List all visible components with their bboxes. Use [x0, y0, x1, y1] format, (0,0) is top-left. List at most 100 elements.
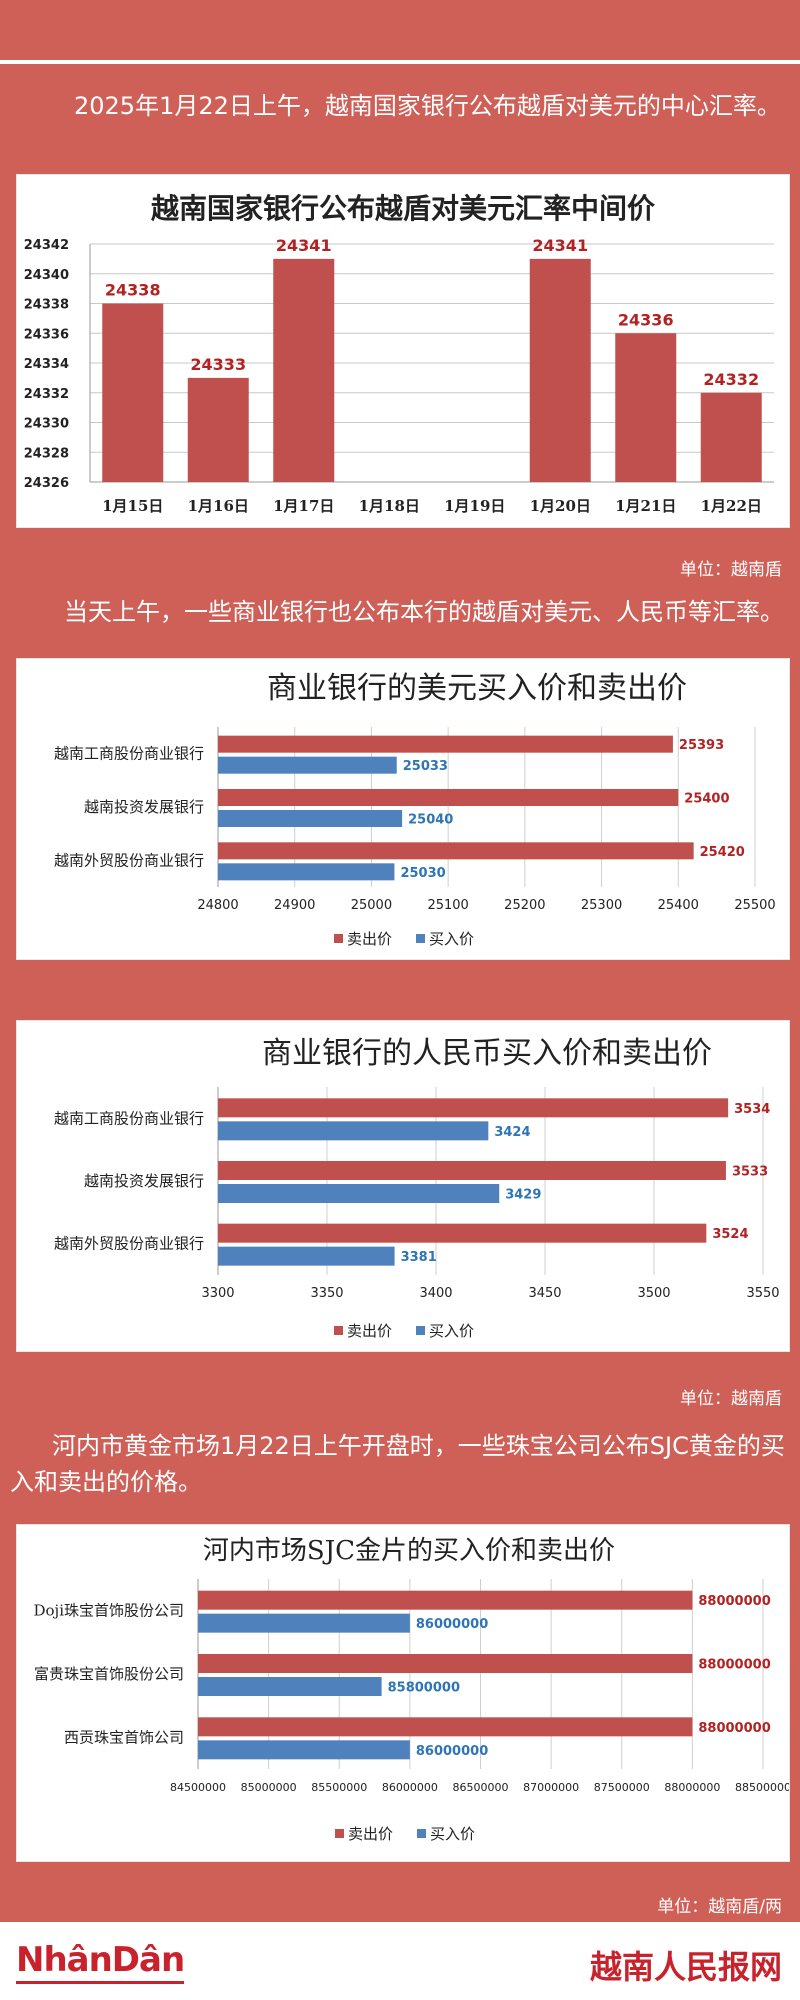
- bar-buy: [218, 1246, 395, 1266]
- bar: [273, 258, 335, 482]
- intro-paragraph-2: 当天上午，一些商业银行也公布本行的越盾对美元、人民币等汇率。: [64, 598, 784, 626]
- x-tick-label: 88500000: [735, 1781, 789, 1794]
- x-tick-label: 85000000: [241, 1781, 297, 1794]
- legend-label-sell: 卖出价: [347, 930, 392, 948]
- x-tick-label: 1月20日: [530, 497, 591, 515]
- chart-title: 越南国家银行公布越盾对美元汇率中间价: [151, 192, 656, 225]
- bar-buy: [198, 1613, 410, 1633]
- x-tick-label: 87500000: [594, 1781, 650, 1794]
- data-label-buy: 25033: [403, 759, 448, 774]
- chart-title: 商业银行的美元买入价和卖出价: [267, 671, 687, 706]
- footer: NhânDân 越南人民报网: [0, 1922, 800, 2000]
- bar-sell: [198, 1654, 693, 1673]
- y-tick-label: 24342: [24, 238, 69, 253]
- y-tick-label: 24326: [24, 476, 69, 491]
- sjc-gold-chart: 河内市场SJC金片的买入价和卖出价 84500000 85000000 8550000…: [33, 1536, 789, 1843]
- bar-buy: [218, 756, 397, 774]
- x-tick-label: 1月15日: [102, 497, 163, 515]
- bar-sell: [198, 1717, 693, 1737]
- bar-buy: [198, 1677, 382, 1696]
- unit-label-3: 单位：越南盾/两: [657, 1897, 782, 1917]
- x-tick-label: 3550: [746, 1286, 779, 1301]
- site-name-logo[interactable]: 越南人民报网: [589, 1948, 782, 1986]
- category-label: 越南外贸股份商业银行: [54, 851, 204, 869]
- unit-label-1: 单位：越南盾: [680, 560, 782, 580]
- category-label: 富贵珠宝首饰股份公司: [34, 1665, 184, 1683]
- data-label-buy: 3424: [494, 1125, 530, 1140]
- x-tick-label: 87000000: [523, 1781, 579, 1794]
- nhandan-logo[interactable]: NhânDân: [16, 1940, 185, 1984]
- x-tick-label: 1月16日: [188, 497, 249, 515]
- data-label-sell: 88000000: [698, 1658, 770, 1673]
- bar: [529, 258, 591, 482]
- data-label: 24338: [105, 281, 161, 300]
- data-label-sell: 25393: [679, 738, 724, 753]
- legend-label-sell: 卖出价: [348, 1825, 393, 1843]
- x-tick-label: 24800: [197, 898, 238, 913]
- data-label: 24336: [618, 310, 674, 329]
- bar-buy: [218, 863, 395, 881]
- chart-title: 商业银行的人民币买入价和卖出价: [262, 1036, 712, 1071]
- y-tick-label: 24334: [24, 357, 69, 372]
- bar-sell: [218, 1161, 726, 1180]
- chart-panel-central-rate: 越南国家银行公布越盾对美元汇率中间价 24326 24328 24330 24332 24…: [16, 174, 790, 528]
- data-label-sell: 3533: [732, 1165, 768, 1180]
- bar-buy: [218, 810, 403, 827]
- intro-paragraph-1: 2025年1月22日上午，越南国家银行公布越盾对美元的中心汇率。: [74, 92, 781, 120]
- intro-paragraph-3: 河内市黄金市场1月22日上午开盘时，一些珠宝公司公布SJC黄金的买入和卖出的价格…: [10, 1432, 785, 1496]
- logo-underline: [16, 1981, 185, 1984]
- x-tick-label: 85500000: [311, 1781, 367, 1794]
- category-label: 越南外贸股份商业银行: [54, 1235, 204, 1253]
- category-label: 越南工商股份商业银行: [54, 745, 204, 763]
- data-label-sell: 25420: [700, 845, 745, 860]
- legend-label-sell: 卖出价: [347, 1322, 392, 1340]
- y-tick-label: 24328: [24, 446, 69, 461]
- bar: [700, 392, 762, 482]
- bar-buy: [218, 1184, 500, 1203]
- x-tick-label: 84500000: [170, 1781, 226, 1794]
- bar-sell: [218, 789, 679, 806]
- x-tick-label: 1月18日: [359, 497, 420, 515]
- x-tick-label: 25500: [734, 898, 775, 913]
- data-label-buy: 85800000: [388, 1681, 460, 1696]
- bar-sell: [218, 842, 694, 860]
- x-tick-label: 88000000: [664, 1781, 720, 1794]
- x-tick-label: 3500: [637, 1286, 670, 1301]
- x-tick-label: 25100: [427, 898, 468, 913]
- x-tick-label: 3300: [201, 1286, 234, 1301]
- data-label-buy: 86000000: [416, 1617, 488, 1632]
- data-label: 24341: [532, 236, 588, 255]
- legend-swatch-buy: [416, 934, 425, 943]
- legend-swatch-sell: [334, 1326, 343, 1335]
- central-rate-chart: 越南国家银行公布越盾对美元汇率中间价 24326 24328 24330 24332 24…: [24, 192, 774, 515]
- bar-sell: [198, 1590, 693, 1610]
- y-tick-label: 24338: [24, 298, 69, 313]
- data-label: 24341: [276, 236, 332, 255]
- data-label-buy: 3381: [401, 1250, 437, 1265]
- legend-swatch-buy: [417, 1829, 426, 1838]
- x-tick-label: 24900: [274, 898, 315, 913]
- x-tick-label: 3400: [419, 1286, 452, 1301]
- y-tick-label: 24340: [24, 268, 69, 283]
- category-label: 西贡珠宝首饰公司: [64, 1728, 184, 1746]
- data-label-sell: 88000000: [698, 1594, 770, 1609]
- bar: [615, 333, 677, 482]
- bar-sell: [218, 1223, 707, 1243]
- x-tick-label: 1月21日: [615, 497, 676, 515]
- data-label-sell: 25400: [684, 792, 729, 807]
- data-label-sell: 88000000: [698, 1721, 770, 1736]
- legend-swatch-sell: [335, 1829, 344, 1838]
- chart-panel-usd: 商业银行的美元买入价和卖出价 24800 24900 25000 25100 25200 2…: [16, 658, 790, 960]
- chart-panel-cny: 商业银行的人民币买入价和卖出价 3300 3350 3400 3450 3500 3550 越…: [16, 1020, 790, 1352]
- top-divider: [0, 60, 800, 64]
- category-label: 越南投资发展银行: [84, 798, 204, 816]
- x-tick-label: 3450: [528, 1286, 561, 1301]
- category-label: 越南投资发展银行: [84, 1172, 204, 1190]
- x-tick-label: 3350: [310, 1286, 343, 1301]
- x-tick-label: 1月22日: [701, 497, 762, 515]
- y-tick-label: 24332: [24, 387, 69, 402]
- bar: [102, 303, 164, 482]
- x-tick-label: 25400: [658, 898, 699, 913]
- bar-sell: [218, 735, 673, 753]
- x-tick-label: 86500000: [453, 1781, 509, 1794]
